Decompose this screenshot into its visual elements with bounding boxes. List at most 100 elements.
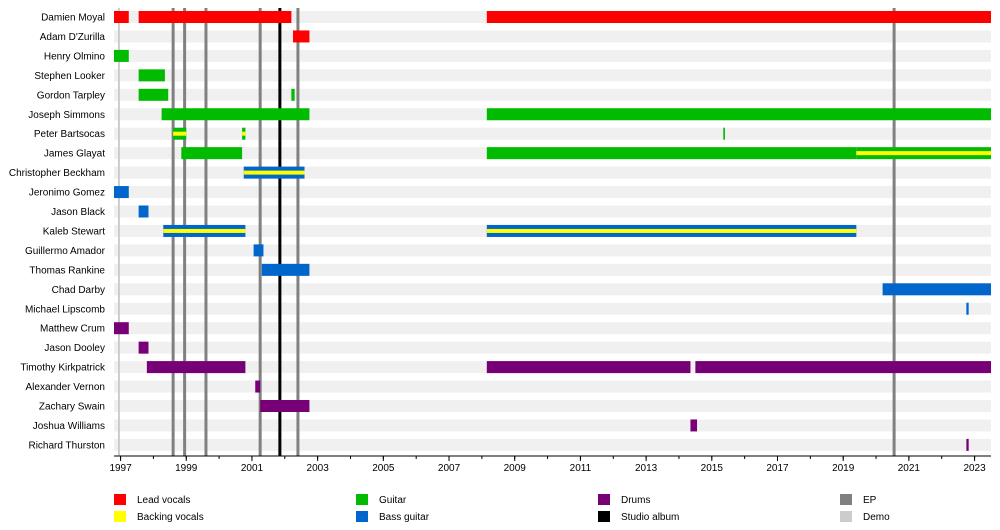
bar-chad-darby-bass-guitar [882, 283, 991, 296]
member-bars [114, 11, 991, 451]
bar-matthew-crum-drums [114, 322, 129, 335]
legend-swatch-demo [840, 511, 852, 522]
member-label-chad-darby: Chad Darby [52, 285, 105, 296]
legend-swatch-ep [840, 494, 852, 505]
legend-label-demo: Demo [863, 512, 890, 523]
member-label-timothy-kirkpatrick: Timothy Kirkpatrick [20, 363, 106, 374]
row-background-chad-darby [114, 283, 991, 296]
x-tick-label: 1997 [109, 463, 132, 474]
x-tick-label: 2005 [372, 463, 395, 474]
legend-swatch-bass-guitar [356, 511, 368, 522]
member-label-guillermo-amador: Guillermo Amador [25, 246, 106, 257]
member-label-stephen-looker: Stephen Looker [34, 71, 105, 82]
member-label-christopher-beckham: Christopher Beckham [9, 168, 105, 179]
bar-timothy-kirkpatrick-drums [486, 361, 691, 374]
legend-swatch-guitar [356, 494, 368, 505]
member-label-peter-bartsocas: Peter Bartsocas [34, 129, 105, 140]
bar-jason-black-bass-guitar [138, 205, 149, 218]
row-background-christopher-beckham [114, 166, 991, 179]
bar-damien-moyal-lead-vocals [114, 11, 129, 23]
row-background-peter-bartsocas [114, 127, 991, 140]
member-label-michael-lipscomb: Michael Lipscomb [25, 304, 105, 315]
legend-label-ep: EP [863, 495, 877, 506]
row-background-jason-dooley [114, 341, 991, 354]
row-background-thomas-rankine [114, 263, 991, 276]
legend-label-backing-vocals: Backing vocals [137, 512, 204, 523]
row-background-adam-d-zurilla [114, 30, 991, 43]
x-tick-label: 2001 [241, 463, 264, 474]
member-label-joshua-williams: Joshua Williams [33, 421, 105, 432]
row-background-matthew-crum [114, 322, 991, 335]
member-label-richard-thurston: Richard Thurston [28, 440, 105, 451]
member-label-kaleb-stewart: Kaleb Stewart [43, 226, 105, 237]
member-label-matthew-crum: Matthew Crum [40, 324, 105, 335]
member-label-alexander-vernon: Alexander Vernon [25, 382, 105, 393]
row-background-joshua-williams [114, 419, 991, 432]
row-background-henry-olmino [114, 49, 991, 62]
bar-michael-lipscomb-bass-guitar [966, 302, 969, 315]
member-label-jeronimo-gomez: Jeronimo Gomez [29, 188, 105, 199]
member-label-joseph-simmons: Joseph Simmons [28, 110, 105, 121]
x-axis: 1997 1999 2001 2003 2005 2007 2009 2011 2013 2015… [109, 455, 991, 474]
bar-richard-thurston-drums [966, 438, 969, 451]
bar-james-glayat-guitar [486, 147, 857, 160]
legend-swatch-studio-album [598, 511, 610, 522]
legend-label-drums: Drums [621, 495, 650, 506]
x-tick-label: 2013 [635, 463, 658, 474]
row-background-richard-thurston [114, 438, 991, 451]
member-label-adam-d-zurilla: Adam D'Zurilla [40, 32, 106, 43]
bar-jeronimo-gomez-bass-guitar [114, 186, 129, 199]
bar-damien-moyal-lead-vocals [138, 11, 292, 23]
x-tick-label: 2015 [701, 463, 724, 474]
member-label-thomas-rankine: Thomas Rankine [29, 265, 105, 276]
bar-kaleb-stewart-backing-vocals [486, 228, 857, 233]
bar-gordon-tarpley-guitar [291, 88, 295, 101]
x-tick-label: 2011 [570, 463, 592, 474]
legend-label-studio-album: Studio album [621, 512, 679, 523]
bar-henry-olmino-guitar [114, 49, 129, 62]
row-background-jason-black [114, 205, 991, 218]
x-tick-label: 2009 [504, 463, 527, 474]
row-background-zachary-swain [114, 400, 991, 412]
bar-jason-dooley-drums [138, 341, 149, 354]
bar-damien-moyal-lead-vocals [486, 11, 991, 23]
bar-james-glayat-guitar [181, 147, 243, 160]
legend-label-lead-vocals: Lead vocals [137, 495, 190, 506]
x-tick-label: 2023 [963, 463, 986, 474]
bar-joseph-simmons-guitar [486, 108, 991, 121]
member-label-james-glayat: James Glayat [44, 149, 105, 160]
row-background-guillermo-amador [114, 244, 991, 257]
row-background-gordon-tarpley [114, 88, 991, 101]
bar-timothy-kirkpatrick-drums [695, 361, 991, 374]
row-background-alexander-vernon [114, 380, 991, 393]
legend: Lead vocals Backing vocals Guitar Bass guit… [114, 494, 890, 523]
member-labels: Damien Moyal Adam D'Zurilla Henry Olmino St… [9, 13, 106, 452]
bar-adam-d-zurilla-lead-vocals [293, 30, 310, 43]
bar-stephen-looker-guitar [138, 69, 165, 82]
bar-peter-bartsocas-backing-vocals [242, 131, 246, 136]
bar-kaleb-stewart-backing-vocals [163, 228, 246, 233]
bar-zachary-swain-drums [260, 400, 310, 412]
bar-joseph-simmons-guitar [161, 108, 310, 121]
row-background-jeronimo-gomez [114, 186, 991, 199]
bar-peter-bartsocas-backing-vocals [173, 131, 187, 136]
legend-swatch-lead-vocals [114, 494, 126, 505]
x-tick-label: 2019 [832, 463, 855, 474]
x-tick-label: 2007 [438, 463, 461, 474]
bar-alexander-vernon-drums [255, 380, 261, 393]
row-background-stephen-looker [114, 69, 991, 82]
legend-label-bass-guitar: Bass guitar [379, 512, 430, 523]
member-label-jason-black: Jason Black [51, 207, 106, 218]
bar-james-glayat-backing-vocals [856, 151, 991, 156]
bar-timothy-kirkpatrick-drums [146, 361, 246, 374]
legend-swatch-backing-vocals [114, 511, 126, 522]
bar-christopher-beckham-backing-vocals [243, 170, 305, 175]
bar-peter-bartsocas-guitar [723, 127, 725, 140]
member-label-damien-moyal: Damien Moyal [41, 13, 105, 24]
legend-swatch-drums [598, 494, 610, 505]
member-label-jason-dooley: Jason Dooley [44, 343, 105, 354]
member-label-henry-olmino: Henry Olmino [44, 51, 106, 62]
x-tick-label: 2021 [898, 463, 921, 474]
row-background-michael-lipscomb [114, 302, 991, 315]
